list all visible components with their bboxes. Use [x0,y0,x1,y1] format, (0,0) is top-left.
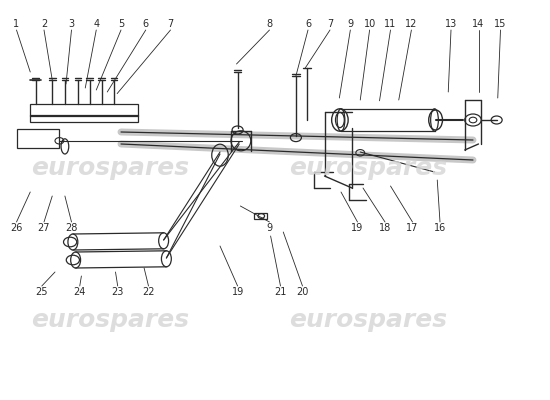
Bar [30,115,138,122]
Text: 1: 1 [13,19,20,29]
Text: 28: 28 [65,223,78,233]
Text: 19: 19 [232,287,244,297]
Text: 9: 9 [347,19,354,29]
Text: 19: 19 [351,223,364,233]
Text: eurospares: eurospares [31,156,189,180]
Text: 15: 15 [494,19,507,29]
Text: 3: 3 [68,19,75,29]
Text: 22: 22 [142,287,155,297]
Text: 24: 24 [74,287,86,297]
Text: 17: 17 [406,223,419,233]
Text: 16: 16 [434,223,446,233]
Text: 4: 4 [93,19,100,29]
Text: 6: 6 [305,19,311,29]
Text: 10: 10 [364,19,376,29]
Text: 13: 13 [445,19,457,29]
Text: 20: 20 [296,287,309,297]
Bar [30,104,138,116]
Text: eurospares: eurospares [31,308,189,332]
Text: 11: 11 [384,19,397,29]
Text: 21: 21 [274,287,287,297]
Text: 6: 6 [142,19,149,29]
Bar [16,129,59,148]
Text: 12: 12 [405,19,417,29]
Text: 8: 8 [266,19,273,29]
Bar [254,213,267,219]
Text: eurospares: eurospares [289,156,448,180]
Text: 7: 7 [167,19,174,29]
Text: 27: 27 [38,223,50,233]
Text: 26: 26 [10,223,23,233]
Text: 5: 5 [118,19,124,29]
Text: 7: 7 [327,19,333,29]
Text: 23: 23 [112,287,124,297]
Text: 18: 18 [379,223,391,233]
Text: 9: 9 [266,223,273,233]
Text: eurospares: eurospares [289,308,448,332]
Text: 2: 2 [41,19,47,29]
Text: 25: 25 [36,287,48,297]
Text: 14: 14 [472,19,485,29]
